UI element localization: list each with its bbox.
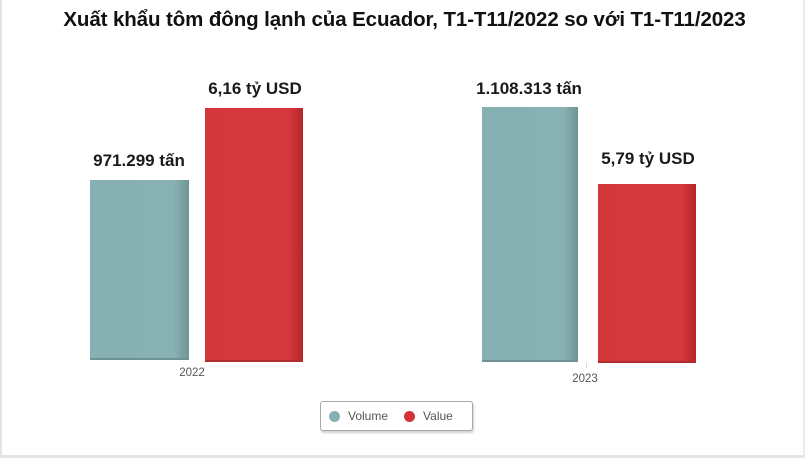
legend-label-value: Value — [423, 409, 453, 423]
data-label-value-2022: 6,16 tỷ USD — [208, 79, 302, 98]
bar-value-2023[interactable] — [598, 184, 696, 363]
bar-volume-2022[interactable] — [90, 180, 189, 360]
chart-legend: Volume Value — [320, 401, 473, 431]
legend-item-value[interactable]: Value — [404, 409, 453, 423]
data-label-volume-2022: 971.299 tấn — [93, 151, 185, 170]
data-label-volume-2023: 1.108.313 tấn — [476, 79, 582, 98]
x-axis-tick — [586, 363, 587, 368]
legend-marker-value-icon — [404, 410, 416, 422]
data-label-value-2023: 5,79 tỷ USD — [601, 149, 695, 168]
bar-value-2022[interactable] — [205, 108, 303, 362]
legend-marker-volume-icon — [329, 410, 340, 422]
legend-label-volume: Volume — [348, 409, 389, 423]
legend-item-volume[interactable]: Volume — [329, 409, 388, 423]
x-axis-label-2023: 2023 — [572, 373, 598, 385]
x-axis-label-2022: 2022 — [179, 367, 205, 379]
chart-title: Xuất khẩu tôm đông lạnh của Ecuador, T1-… — [63, 8, 746, 31]
bar-volume-2023[interactable] — [482, 107, 578, 362]
